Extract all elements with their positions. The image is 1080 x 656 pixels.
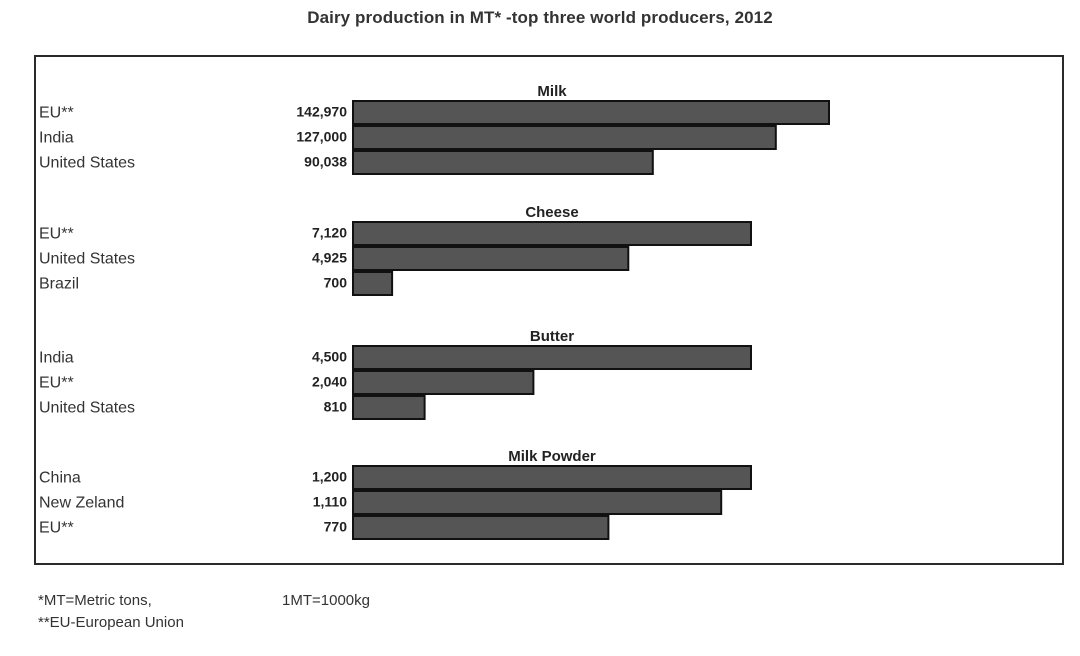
value-label-milk-1: 142,970 — [296, 104, 347, 120]
category-label-milk-1: EU** — [39, 105, 74, 122]
group-title-milk: Milk — [537, 83, 567, 100]
value-label-cheese-1: 7,120 — [312, 225, 347, 241]
bar-butter-3 — [352, 395, 426, 420]
category-label-cheese-1: EU** — [39, 226, 74, 243]
value-label-milk-powder-1: 1,200 — [312, 469, 347, 485]
bar-milk-1 — [352, 100, 830, 125]
bar-cheese-3 — [352, 271, 394, 296]
category-label-milk-powder-1: China — [39, 470, 81, 487]
category-label-milk-2: India — [39, 130, 74, 147]
footnote-mt-conversion: 1MT=1000kg — [282, 592, 370, 609]
value-label-butter-3: 810 — [324, 399, 348, 415]
group-title-milk-powder: Milk Powder — [508, 448, 596, 465]
bar-butter-2 — [352, 370, 535, 395]
category-label-milk-3: United States — [39, 155, 135, 172]
footnote-eu-definition: **EU-European Union — [38, 614, 184, 631]
bar-milk-2 — [352, 125, 777, 150]
group-title-cheese: Cheese — [525, 204, 578, 221]
footnote-mt-definition: *MT=Metric tons, — [38, 592, 152, 609]
category-label-butter-3: United States — [39, 400, 135, 417]
bar-butter-1 — [352, 345, 752, 370]
value-label-milk-3: 90,038 — [304, 154, 347, 170]
value-label-cheese-3: 700 — [324, 275, 348, 291]
value-label-milk-powder-3: 770 — [324, 519, 348, 535]
group-title-butter: Butter — [530, 328, 574, 345]
value-label-butter-1: 4,500 — [312, 349, 347, 365]
value-label-milk-2: 127,000 — [296, 129, 347, 145]
bar-cheese-1 — [352, 221, 752, 246]
bar-milk-powder-2 — [352, 490, 723, 515]
category-label-butter-1: India — [39, 350, 74, 367]
value-label-milk-powder-2: 1,110 — [313, 494, 347, 510]
value-label-cheese-2: 4,925 — [312, 250, 347, 266]
bar-milk-powder-3 — [352, 515, 610, 540]
category-label-milk-powder-3: EU** — [39, 520, 74, 537]
value-label-butter-2: 2,040 — [312, 374, 347, 390]
category-label-cheese-2: United States — [39, 251, 135, 268]
category-label-butter-2: EU** — [39, 375, 74, 392]
bar-cheese-2 — [352, 246, 630, 271]
category-label-milk-powder-2: New Zeland — [39, 495, 124, 512]
bar-milk-3 — [352, 150, 654, 175]
chart-title: Dairy production in MT* -top three world… — [307, 8, 773, 27]
category-label-cheese-3: Brazil — [39, 276, 79, 293]
bar-milk-powder-1 — [352, 465, 752, 490]
